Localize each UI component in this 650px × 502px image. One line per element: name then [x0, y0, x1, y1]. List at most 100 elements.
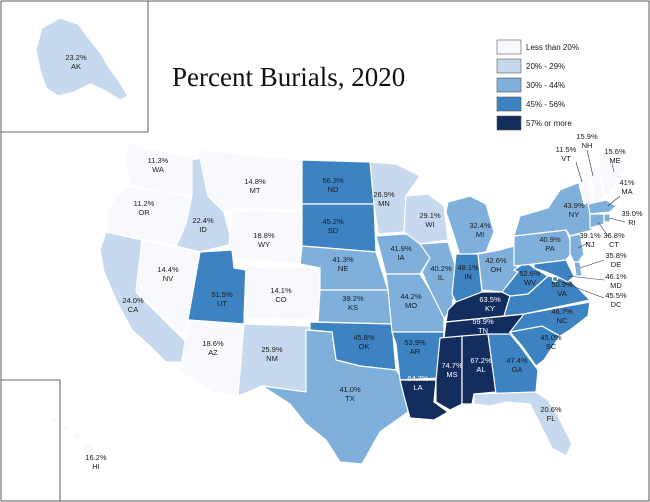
label-me-abbr: ME: [609, 156, 620, 165]
label-ok-pct: 45.8%: [353, 333, 375, 342]
label-nh-abbr: NH: [582, 141, 593, 150]
legend-label-57-or-more: 57% or more: [526, 119, 572, 128]
state-nj: [569, 233, 585, 268]
label-dc-abbr: DC: [611, 300, 622, 309]
label-wa-pct: 11.3%: [148, 156, 169, 165]
state-az: [179, 319, 245, 397]
label-la-abbr: LA: [413, 383, 422, 392]
label-or-pct: 11.2%: [134, 199, 155, 208]
label-nv-abbr: NV: [163, 274, 173, 283]
label-mo-pct: 44.2%: [400, 292, 422, 301]
label-nc-pct: 46.7%: [551, 307, 573, 316]
label-ma-abbr: MA: [621, 187, 632, 196]
label-mo-abbr: MO: [405, 301, 417, 310]
label-nv-pct: 14.4%: [157, 265, 179, 274]
label-sc-pct: 45.0%: [540, 333, 562, 342]
label-ut-abbr: UT: [217, 299, 227, 308]
label-ca-abbr: CA: [128, 305, 138, 314]
label-nc-abbr: NC: [557, 316, 568, 325]
label-tn-pct: 59.9%: [472, 317, 494, 326]
state-ma: [587, 199, 617, 215]
state-md: [533, 259, 575, 283]
label-ar-pct: 53.9%: [404, 338, 426, 347]
label-ri-pct: 39.0%: [621, 209, 643, 218]
label-co-abbr: CO: [275, 295, 286, 304]
label-mn-pct: 26.9%: [373, 190, 395, 199]
label-nm-pct: 25.9%: [261, 345, 283, 354]
label-co-pct: 14.1%: [270, 286, 292, 295]
label-tx-pct: 41.0%: [339, 385, 361, 394]
state-nc: [508, 301, 591, 337]
label-in-abbr: IN: [464, 272, 472, 281]
leader-ma: [607, 195, 621, 207]
label-me-pct: 15.6%: [604, 147, 626, 156]
label-ny-pct: 43.9%: [563, 201, 585, 210]
label-ct-abbr: CT: [609, 240, 619, 249]
label-ky-pct: 63.5%: [479, 295, 501, 304]
leader-vt: [575, 161, 583, 183]
label-ia-abbr: IA: [397, 253, 404, 262]
label-wi-pct: 29.1%: [419, 211, 441, 220]
label-id-pct: 22.4%: [192, 216, 214, 225]
label-ak-pct: 23.2%: [65, 53, 87, 62]
label-sc-abbr: SC: [546, 342, 557, 351]
label-sd-abbr: SD: [328, 226, 339, 235]
label-va-abbr: VA: [557, 289, 566, 298]
label-nd-abbr: ND: [328, 185, 339, 194]
label-hi-pct: 16.2%: [85, 453, 107, 462]
label-az-pct: 18.6%: [202, 339, 224, 348]
leader-me: [611, 163, 615, 173]
label-ok-abbr: OK: [359, 342, 370, 351]
label-az-abbr: AZ: [208, 348, 218, 357]
alaska-inset-frame: [1, 1, 149, 133]
state-ar: [391, 331, 445, 381]
label-il-pct: 40.2%: [430, 264, 452, 273]
label-fl-abbr: FL: [547, 414, 556, 423]
label-vt-pct: 11.5%: [556, 145, 577, 154]
label-wa-abbr: WA: [152, 165, 164, 174]
leader-dc: [555, 279, 605, 299]
state-de: [573, 261, 583, 277]
label-mi-pct: 32.4%: [469, 221, 491, 230]
label-id-abbr: ID: [199, 225, 207, 234]
label-ut-pct: 51.5%: [211, 290, 233, 299]
legend-swatch-20-29: [496, 58, 522, 74]
label-al-abbr: AL: [476, 365, 485, 374]
leader-de: [579, 259, 605, 269]
label-tx-abbr: TX: [345, 394, 355, 403]
state-sd: [301, 203, 377, 253]
label-nd-pct: 56.3%: [322, 176, 344, 185]
state-nh: [589, 167, 605, 203]
label-mt-abbr: MT: [250, 186, 261, 195]
leader-ct: [597, 221, 609, 237]
label-ga-pct: 47.4%: [506, 356, 528, 365]
leader-lines: [555, 149, 626, 299]
legend-label-45-56: 45% - 56%: [526, 100, 565, 109]
label-md-pct: 46.1%: [605, 272, 627, 281]
map-title: Percent Burials, 2020: [172, 62, 405, 92]
label-nj-pct: 39.1%: [579, 231, 601, 240]
states-layer: [35, 17, 627, 465]
state-vt: [577, 175, 593, 205]
state-hi: [39, 408, 97, 461]
label-fl-pct: 20.6%: [540, 405, 562, 414]
label-ma-pct: 41%: [619, 178, 634, 187]
leader-nh: [586, 149, 594, 177]
label-hi-abbr: HI: [92, 462, 100, 471]
legend-swatch-45-56: [496, 96, 522, 112]
label-nm-abbr: NM: [266, 354, 278, 363]
label-or-abbr: OR: [138, 208, 150, 217]
label-nh-pct: 15.9%: [576, 132, 598, 141]
label-wv-abbr: WV: [524, 278, 536, 287]
legend-swatch-less-than-20: [496, 39, 522, 55]
label-ri-abbr: RI: [628, 218, 636, 227]
label-pa-abbr: PA: [545, 244, 554, 253]
state-tx: [261, 329, 409, 465]
hawaii-inset-frame: [1, 379, 61, 501]
label-de-abbr: DE: [611, 260, 621, 269]
label-ny-abbr: NY: [569, 210, 579, 219]
label-mn-abbr: MN: [378, 199, 390, 208]
label-ne-pct: 41.3%: [332, 255, 354, 264]
